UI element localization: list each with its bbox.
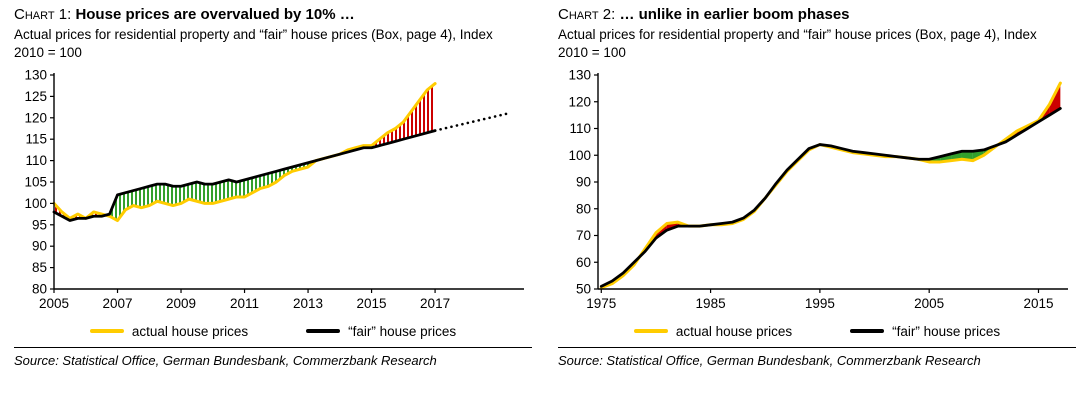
source-note: Source: Statistical Office, German Bunde… <box>558 353 981 368</box>
source-note: Source: Statistical Office, German Bunde… <box>14 353 437 368</box>
svg-text:2015: 2015 <box>1023 296 1053 311</box>
svg-text:2017: 2017 <box>420 296 450 311</box>
chart-1-title: House prices are overvalued by 10% … <box>75 6 355 23</box>
divider <box>14 347 532 348</box>
legend-label-actual: actual house prices <box>675 323 793 339</box>
svg-text:2013: 2013 <box>293 296 323 311</box>
chart-2-heading: Chart 2: … unlike in earlier boom phases <box>558 5 1076 25</box>
legend-label-fair: “fair” house prices <box>348 323 457 339</box>
chart-1-heading: Chart 1: House prices are overvalued by … <box>14 5 532 25</box>
legend-label-actual: actual house prices <box>131 323 249 339</box>
svg-text:115: 115 <box>25 132 47 147</box>
svg-text:60: 60 <box>576 255 591 270</box>
svg-text:90: 90 <box>576 175 591 190</box>
chart-1-legend: actual house prices “fair” house prices <box>14 318 532 344</box>
chart-1-label: Chart 1: <box>14 6 72 23</box>
svg-text:130: 130 <box>24 68 47 83</box>
chart-1-canvas: 80 85 90 95 100 105 110 115 120 125 130 2005 2007 200… <box>24 68 524 311</box>
svg-text:1985: 1985 <box>696 296 726 311</box>
svg-text:110: 110 <box>569 121 591 136</box>
actual-line-swatch <box>633 329 668 333</box>
svg-text:120: 120 <box>568 94 591 109</box>
svg-text:125: 125 <box>24 89 47 104</box>
svg-text:80: 80 <box>32 282 47 297</box>
chart-panel-1: Chart 1: House prices are overvalued by … <box>14 5 532 368</box>
svg-text:2007: 2007 <box>102 296 132 311</box>
svg-text:100: 100 <box>568 148 591 163</box>
chart-1-subtitle: Actual prices for residential property a… <box>14 27 493 60</box>
svg-text:80: 80 <box>576 201 591 216</box>
fair-line-swatch <box>306 329 341 333</box>
chart-panel-2: Chart 2: … unlike in earlier boom phases… <box>558 5 1076 368</box>
svg-text:100: 100 <box>24 196 47 211</box>
fair-line-swatch <box>850 329 885 333</box>
chart-2-legend: actual house prices “fair” house prices <box>558 318 1076 344</box>
svg-text:85: 85 <box>32 260 47 275</box>
chart-2-label: Chart 2: <box>558 6 616 23</box>
svg-text:130: 130 <box>568 68 591 83</box>
svg-text:50: 50 <box>576 282 591 297</box>
svg-text:70: 70 <box>576 228 591 243</box>
legend-label-fair: “fair” house prices <box>892 323 1001 339</box>
page: Chart 1: House prices are overvalued by … <box>14 5 1076 368</box>
svg-text:110: 110 <box>25 153 47 168</box>
svg-text:90: 90 <box>32 239 47 254</box>
svg-text:2009: 2009 <box>166 296 196 311</box>
divider <box>558 347 1076 348</box>
svg-text:2005: 2005 <box>39 296 69 311</box>
svg-text:120: 120 <box>24 110 47 125</box>
legend-item-actual: actual house prices <box>633 323 793 339</box>
svg-text:2011: 2011 <box>230 296 259 311</box>
svg-text:2005: 2005 <box>914 296 944 311</box>
legend-item-actual: actual house prices <box>89 323 249 339</box>
svg-text:1975: 1975 <box>586 296 616 311</box>
svg-text:95: 95 <box>32 217 47 232</box>
chart-2-title: … unlike in earlier boom phases <box>619 6 850 23</box>
svg-text:105: 105 <box>24 175 47 190</box>
svg-text:1995: 1995 <box>805 296 835 311</box>
chart-2-subtitle: Actual prices for residential property a… <box>558 27 1037 60</box>
legend-item-fair: “fair” house prices <box>850 324 1000 339</box>
chart-2-canvas: 50 60 70 80 90 100 110 120 130 1975 1985 1995 2005 20… <box>568 68 1068 311</box>
actual-line-swatch <box>89 329 124 333</box>
legend-item-fair: “fair” house prices <box>306 324 456 339</box>
svg-text:2015: 2015 <box>357 296 387 311</box>
